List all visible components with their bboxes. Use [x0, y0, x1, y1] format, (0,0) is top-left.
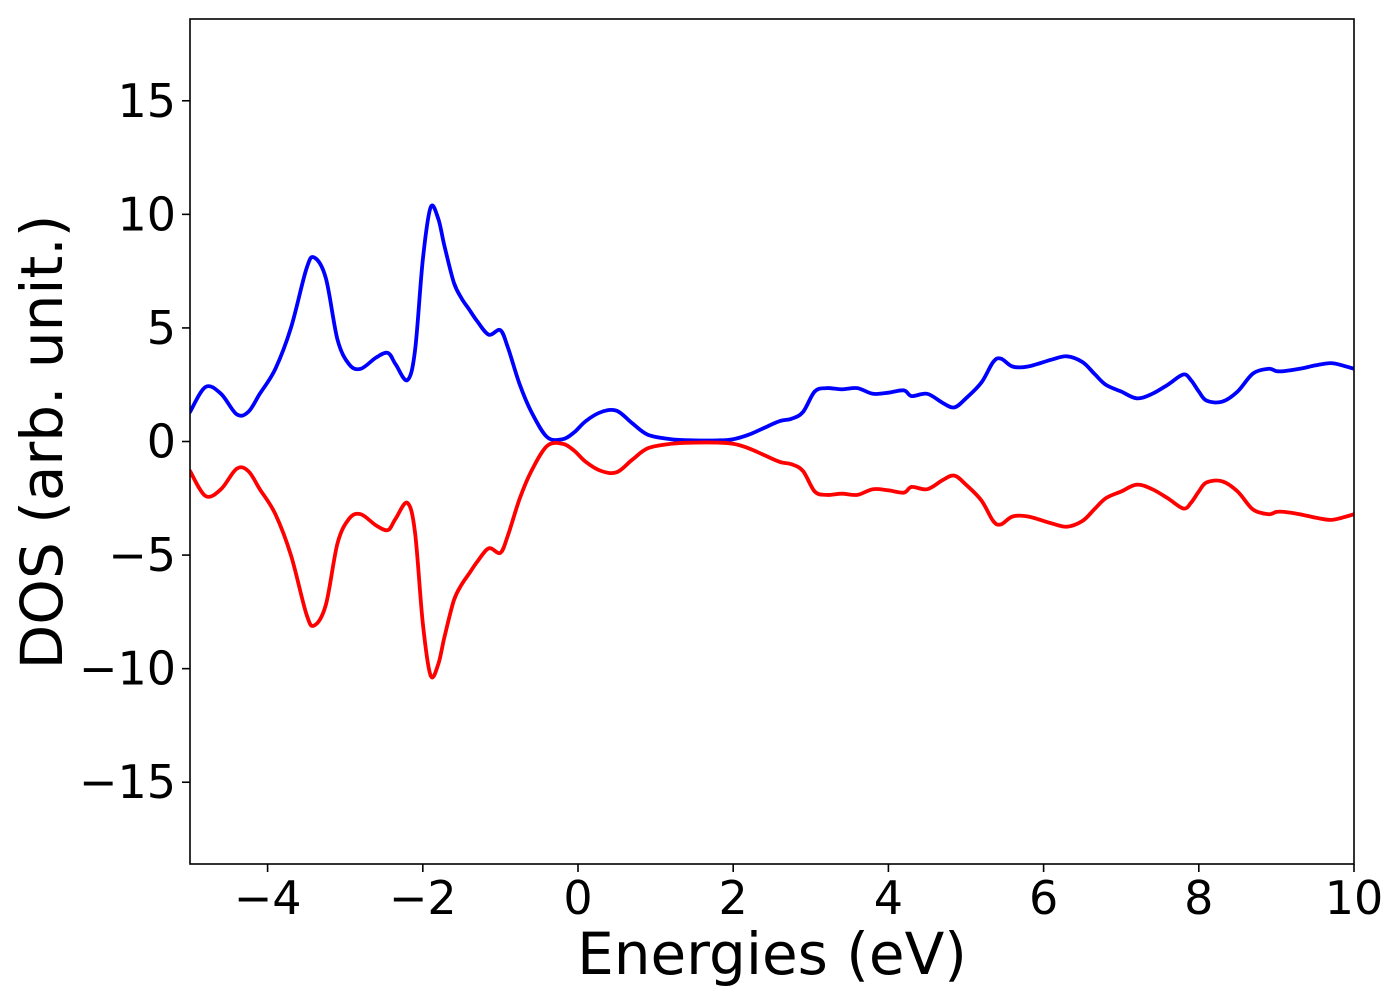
x-axis-label: Energies (eV) [577, 920, 967, 988]
x-tick-label: 4 [874, 871, 903, 925]
series-layer [190, 203, 1354, 680]
plot-frame [189, 18, 1355, 865]
x-tick-label: 0 [563, 871, 592, 925]
x-tick-label: 8 [1184, 871, 1213, 925]
x-tick-label: −2 [389, 871, 457, 925]
y-tick-label: 0 [147, 415, 176, 469]
x-axis: −4 −2 0 2 4 6 8 10 [234, 864, 1384, 925]
y-axis-label: DOS (arb. unit.) [8, 215, 76, 670]
y-tick-label: −15 [79, 755, 176, 809]
x-tick-label: 6 [1029, 871, 1058, 925]
series-line-red [190, 440, 1354, 680]
x-tick-label: 2 [719, 871, 748, 925]
y-tick-label: 5 [147, 301, 176, 355]
y-tick-label: −5 [108, 528, 176, 582]
x-tick-label: 10 [1325, 871, 1384, 925]
y-tick-label: 15 [117, 74, 176, 128]
series-line-blue [190, 203, 1354, 443]
y-axis: −15 −10 −5 0 5 10 15 [79, 74, 190, 809]
y-tick-label: 10 [117, 187, 176, 241]
x-tick-label: −4 [234, 871, 302, 925]
y-tick-label: −10 [79, 642, 176, 696]
